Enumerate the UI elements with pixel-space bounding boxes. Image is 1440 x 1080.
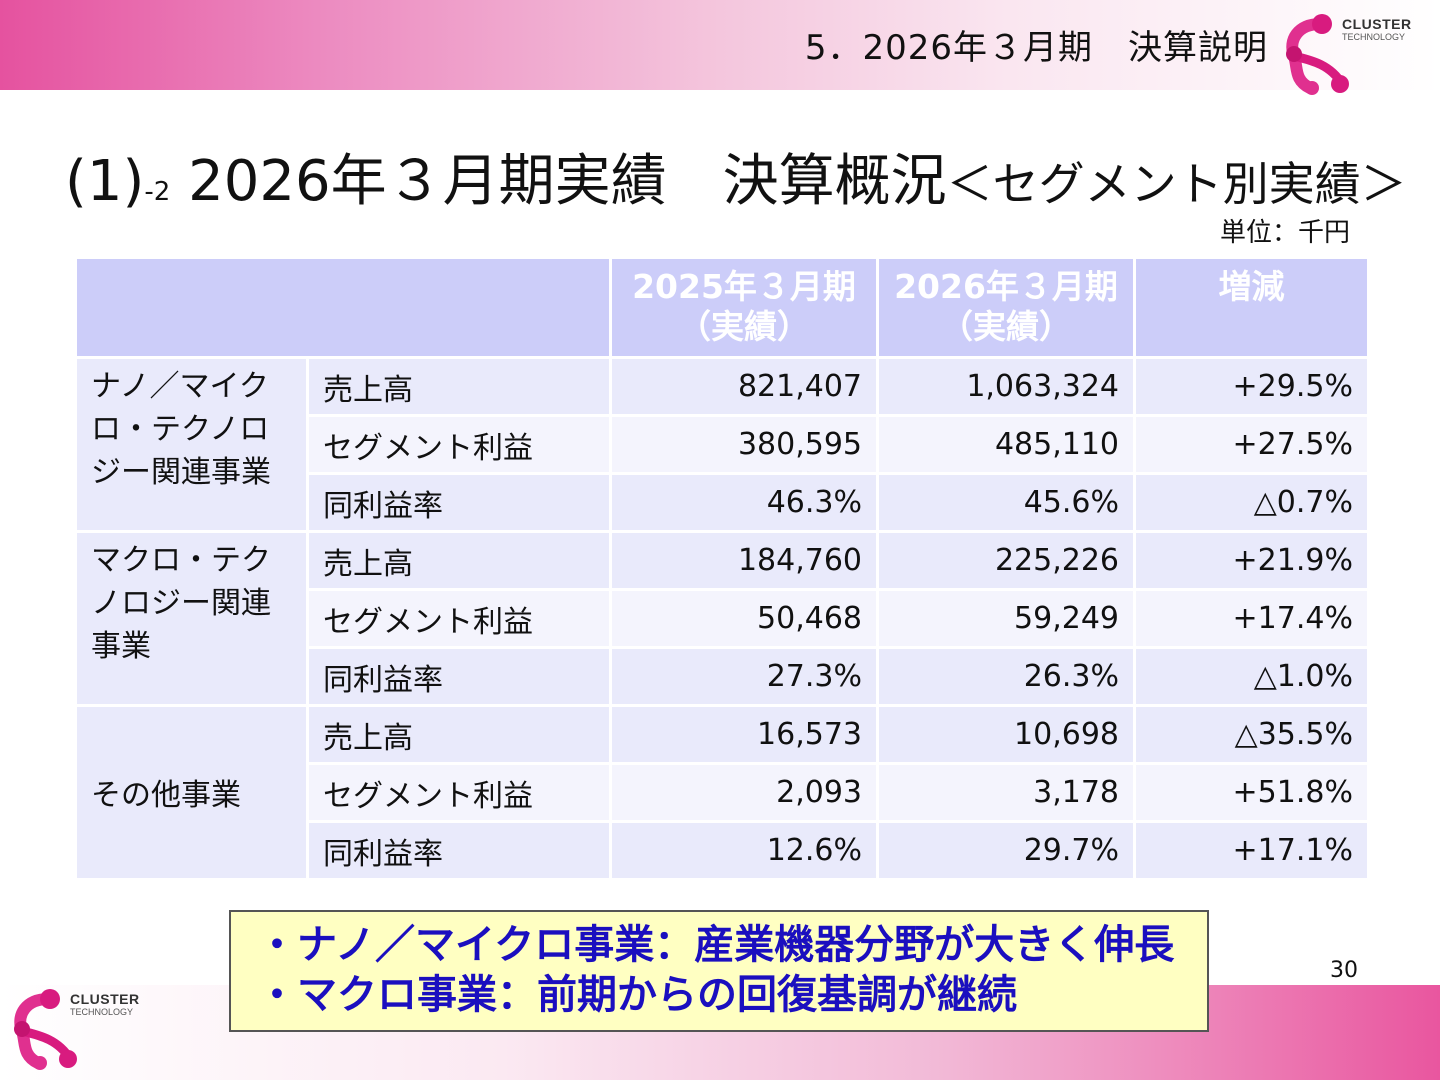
table-row: 同利益率 46.3% 45.6% △0.7% bbox=[76, 472, 1370, 533]
header-fy2026-line1: 2026年３月期 bbox=[894, 267, 1118, 306]
row-item: 売上高 bbox=[306, 530, 612, 591]
table-row: セグメント利益 2,093 3,178 +51.8% bbox=[76, 762, 1370, 823]
cell-fy2025: 12.6% bbox=[609, 820, 879, 881]
cell-fy2026: 3,178 bbox=[876, 762, 1136, 823]
logo-subtext: TECHNOLOGY bbox=[70, 1007, 134, 1017]
summary-note-box: ・ナノ／マイクロ事業：産業機器分野が大きく伸長 ・マクロ事業：前期からの回復基調… bbox=[229, 910, 1209, 1032]
cell-fy2025: 50,468 bbox=[609, 588, 879, 649]
table-row: その他事業 売上高 16,573 10,698 △35.5% bbox=[74, 704, 1370, 881]
cell-fy2026: 1,063,324 bbox=[876, 356, 1136, 417]
note-line: ・ナノ／マイクロ事業：産業機器分野が大きく伸長 bbox=[257, 922, 1175, 968]
cell-fy2025: 821,407 bbox=[609, 356, 879, 417]
cell-fy2026: 26.3% bbox=[876, 646, 1136, 707]
table-row: ナノ／マイクロ・テクノロジー関連事業 売上高 821,407 1,063,324… bbox=[74, 356, 1370, 533]
cell-fy2025: 16,573 bbox=[609, 704, 879, 765]
header-fy2026: 2026年３月期 （実績） bbox=[876, 256, 1136, 359]
table-header-row: 2025年３月期 （実績） 2026年３月期 （実績） 増減 bbox=[74, 256, 1370, 359]
table-row: マクロ・テクノロジー関連事業 売上高 184,760 225,226 +21.9… bbox=[74, 530, 1370, 707]
cell-fy2025: 27.3% bbox=[609, 646, 879, 707]
segment-name: マクロ・テクノロジー関連事業 bbox=[74, 530, 309, 707]
cell-change: △35.5% bbox=[1133, 704, 1370, 765]
logo-mark-icon bbox=[14, 989, 77, 1070]
row-item: 売上高 bbox=[306, 356, 612, 417]
cell-change: △1.0% bbox=[1133, 646, 1370, 707]
section-title: 5．2026年３月期 決算説明 bbox=[804, 28, 1268, 68]
cell-fy2026: 59,249 bbox=[876, 588, 1136, 649]
header-change: 増減 bbox=[1133, 256, 1370, 359]
header-blank-cell bbox=[74, 256, 612, 359]
header-band bbox=[0, 0, 1440, 90]
logo-text: CLUSTER bbox=[1342, 16, 1412, 32]
cell-fy2025: 184,760 bbox=[609, 530, 879, 591]
cell-change: △0.7% bbox=[1133, 472, 1370, 533]
company-logo-footer: CLUSTER TECHNOLOGY bbox=[8, 985, 158, 1075]
logo-subtext: TECHNOLOGY bbox=[1342, 32, 1406, 42]
cell-fy2026: 29.7% bbox=[876, 820, 1136, 881]
title-prefix-sub: -2 bbox=[144, 177, 171, 207]
row-item: セグメント利益 bbox=[306, 588, 612, 649]
segment-table: 2025年３月期 （実績） 2026年３月期 （実績） 増減 ナノ／マイクロ・テクノ… bbox=[74, 256, 1370, 881]
segment-name: その他事業 bbox=[74, 704, 309, 881]
cell-fy2026: 485,110 bbox=[876, 414, 1136, 475]
cell-change: +27.5% bbox=[1133, 414, 1370, 475]
title-main: 2026年３月期実績 決算概況 bbox=[170, 149, 947, 214]
logo-mark-icon bbox=[1286, 14, 1349, 95]
cell-fy2026: 225,226 bbox=[876, 530, 1136, 591]
slide-title: (1)-2 2026年３月期実績 決算概況＜セグメント別実績＞ bbox=[65, 136, 1407, 217]
cell-fy2025: 46.3% bbox=[609, 472, 879, 533]
row-item: セグメント利益 bbox=[306, 414, 612, 475]
row-item: 同利益率 bbox=[306, 646, 612, 707]
cell-change: +51.8% bbox=[1133, 762, 1370, 823]
header-fy2025-line2: （実績） bbox=[678, 307, 810, 346]
title-prefix: (1) bbox=[65, 149, 145, 214]
cell-change: +17.1% bbox=[1133, 820, 1370, 881]
cell-change: +29.5% bbox=[1133, 356, 1370, 417]
header-fy2025: 2025年３月期 （実績） bbox=[609, 256, 879, 359]
segment-name: ナノ／マイクロ・テクノロジー関連事業 bbox=[74, 356, 309, 533]
table-row: セグメント利益 380,595 485,110 +27.5% bbox=[76, 414, 1370, 475]
title-suffix: ＜セグメント別実績＞ bbox=[946, 157, 1407, 211]
cell-change: +17.4% bbox=[1133, 588, 1370, 649]
row-item: 同利益率 bbox=[306, 820, 612, 881]
cell-change: +21.9% bbox=[1133, 530, 1370, 591]
cell-fy2026: 10,698 bbox=[876, 704, 1136, 765]
row-item: 売上高 bbox=[306, 704, 612, 765]
table-row: セグメント利益 50,468 59,249 +17.4% bbox=[76, 588, 1370, 649]
cell-fy2025: 2,093 bbox=[609, 762, 879, 823]
logo-text: CLUSTER bbox=[70, 991, 140, 1007]
row-item: セグメント利益 bbox=[306, 762, 612, 823]
row-item: 同利益率 bbox=[306, 472, 612, 533]
unit-label: 単位：千円 bbox=[1219, 218, 1350, 248]
page-number: 30 bbox=[1330, 958, 1358, 983]
cell-fy2025: 380,595 bbox=[609, 414, 879, 475]
cell-fy2026: 45.6% bbox=[876, 472, 1136, 533]
header-fy2026-line2: （実績） bbox=[940, 307, 1072, 346]
table-row: 同利益率 27.3% 26.3% △1.0% bbox=[76, 646, 1370, 707]
table-row: 同利益率 12.6% 29.7% +17.1% bbox=[76, 820, 1370, 881]
note-line: ・マクロ事業：前期からの回復基調が継続 bbox=[257, 972, 1017, 1018]
header-fy2025-line1: 2025年３月期 bbox=[632, 267, 856, 306]
company-logo: CLUSTER TECHNOLOGY bbox=[1280, 10, 1430, 100]
